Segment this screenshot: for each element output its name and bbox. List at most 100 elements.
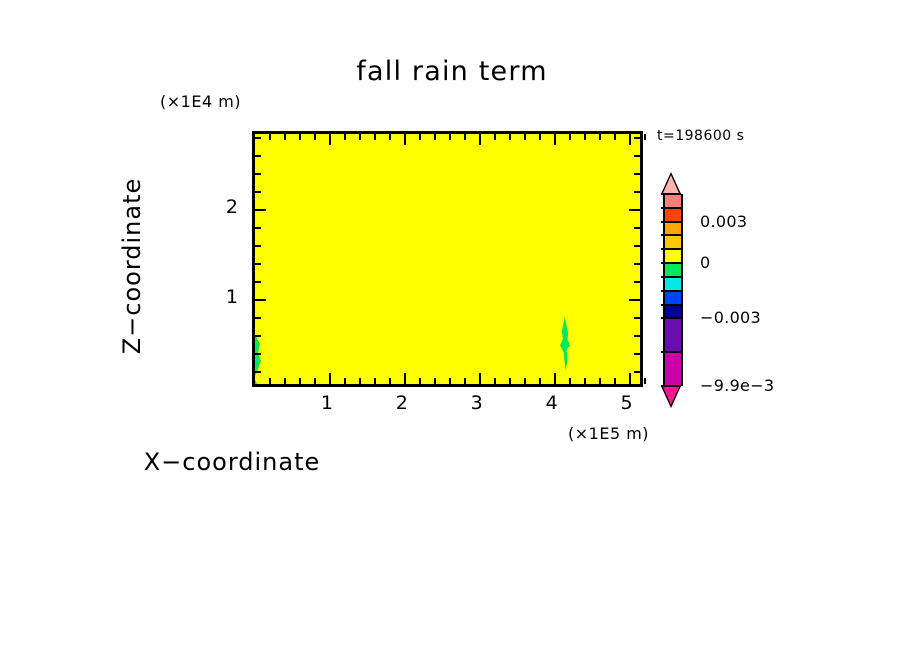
page-title: fall rain term bbox=[356, 56, 548, 87]
colorbar-band bbox=[663, 318, 683, 353]
axis-tick bbox=[298, 378, 301, 384]
colorbar-separator bbox=[661, 289, 681, 292]
axis-tick bbox=[255, 226, 261, 229]
colorbar-separator bbox=[661, 317, 681, 320]
axis-tick bbox=[493, 134, 496, 140]
axis-tick bbox=[598, 134, 601, 140]
colorbar-tick-label: −9.9e−3 bbox=[700, 376, 775, 395]
axis-tick bbox=[418, 378, 421, 384]
colorbar-tick-label: −0.003 bbox=[700, 308, 762, 328]
axis-tick bbox=[643, 134, 646, 140]
colorbar-separator bbox=[661, 248, 681, 251]
axis-tick bbox=[568, 134, 571, 140]
rain-fall-plume-right bbox=[560, 317, 571, 371]
colorbar-band bbox=[663, 221, 683, 236]
axis-tick bbox=[553, 373, 556, 384]
colorbar-separator bbox=[661, 206, 681, 209]
axis-tick bbox=[634, 316, 640, 319]
axis-tick bbox=[283, 134, 286, 140]
axis-tick bbox=[634, 226, 640, 229]
colorbar-separator bbox=[661, 351, 681, 354]
axis-tick bbox=[358, 378, 361, 384]
axis-tick bbox=[634, 172, 640, 175]
axis-tick bbox=[634, 334, 640, 337]
axis-tick bbox=[313, 134, 316, 140]
x-axis-unit-label: (×1E5 m) bbox=[568, 424, 650, 443]
axis-tick bbox=[634, 352, 640, 355]
axis-tick bbox=[629, 208, 640, 211]
axis-tick bbox=[373, 378, 376, 384]
colorbar-band bbox=[663, 235, 683, 250]
x-tick-label: 4 bbox=[545, 392, 558, 414]
axis-tick bbox=[583, 134, 586, 140]
y-axis-title: Z−coordinate bbox=[118, 177, 146, 355]
axis-tick bbox=[463, 378, 466, 384]
axis-tick bbox=[629, 298, 640, 301]
axis-tick bbox=[255, 136, 261, 139]
axis-tick bbox=[255, 334, 261, 337]
colorbar-band bbox=[663, 263, 683, 277]
axis-tick bbox=[634, 262, 640, 265]
colorbar-band bbox=[663, 276, 683, 291]
axis-tick bbox=[448, 134, 451, 140]
axis-tick bbox=[255, 190, 261, 193]
axis-tick bbox=[463, 134, 466, 140]
y-tick-label: 2 bbox=[225, 195, 238, 218]
axis-tick bbox=[268, 134, 271, 140]
axis-tick bbox=[598, 378, 601, 384]
y-axis-unit-label: (×1E4 m) bbox=[160, 92, 242, 111]
axis-tick bbox=[634, 370, 640, 373]
axis-tick bbox=[298, 134, 301, 140]
axis-tick bbox=[403, 134, 406, 145]
colorbar-band bbox=[663, 207, 683, 222]
axis-tick bbox=[508, 378, 511, 384]
x-tick-label: 2 bbox=[395, 392, 408, 414]
axis-tick bbox=[643, 378, 646, 384]
axis-tick bbox=[255, 208, 266, 211]
axis-tick bbox=[343, 378, 346, 384]
axis-tick bbox=[255, 316, 261, 319]
axis-tick bbox=[255, 352, 261, 355]
colorbar-tick-label: 0 bbox=[700, 253, 711, 273]
axis-tick bbox=[283, 378, 286, 384]
axis-tick bbox=[478, 373, 481, 384]
colorbar-tick-label: 0.003 bbox=[700, 211, 748, 231]
axis-tick bbox=[634, 190, 640, 193]
axis-tick bbox=[268, 378, 271, 384]
axis-tick bbox=[358, 134, 361, 140]
x-tick-label: 3 bbox=[470, 392, 483, 414]
axis-tick bbox=[255, 154, 261, 157]
axis-tick bbox=[538, 134, 541, 140]
rain-fall-plume-left-tail bbox=[255, 379, 257, 384]
axis-tick bbox=[523, 134, 526, 140]
axis-tick bbox=[553, 134, 556, 145]
axis-tick bbox=[634, 136, 640, 139]
axis-tick bbox=[613, 134, 616, 140]
contour-canvas bbox=[255, 134, 640, 384]
x-tick-label: 1 bbox=[320, 392, 333, 414]
axis-tick bbox=[343, 134, 346, 140]
axis-tick bbox=[493, 378, 496, 384]
axis-tick bbox=[255, 370, 261, 373]
colorbar-separator bbox=[661, 275, 681, 278]
plot-area bbox=[252, 131, 646, 387]
colorbar-separator bbox=[661, 193, 681, 195]
axis-tick bbox=[433, 378, 436, 384]
axis-tick bbox=[255, 172, 261, 175]
axis-tick bbox=[313, 378, 316, 384]
axis-tick bbox=[634, 280, 640, 283]
axis-tick bbox=[433, 134, 436, 140]
axis-tick bbox=[634, 244, 640, 247]
colorbar-band bbox=[663, 290, 683, 305]
axis-tick bbox=[634, 154, 640, 157]
colorbar-separator bbox=[661, 385, 681, 387]
axis-tick bbox=[538, 378, 541, 384]
colorbar-separator bbox=[661, 303, 681, 306]
y-tick-label: 1 bbox=[225, 285, 238, 308]
axis-tick bbox=[388, 134, 391, 140]
axis-tick bbox=[255, 244, 261, 247]
colorbar-band bbox=[663, 249, 683, 264]
colorbar-band bbox=[663, 304, 683, 319]
axis-tick bbox=[373, 134, 376, 140]
